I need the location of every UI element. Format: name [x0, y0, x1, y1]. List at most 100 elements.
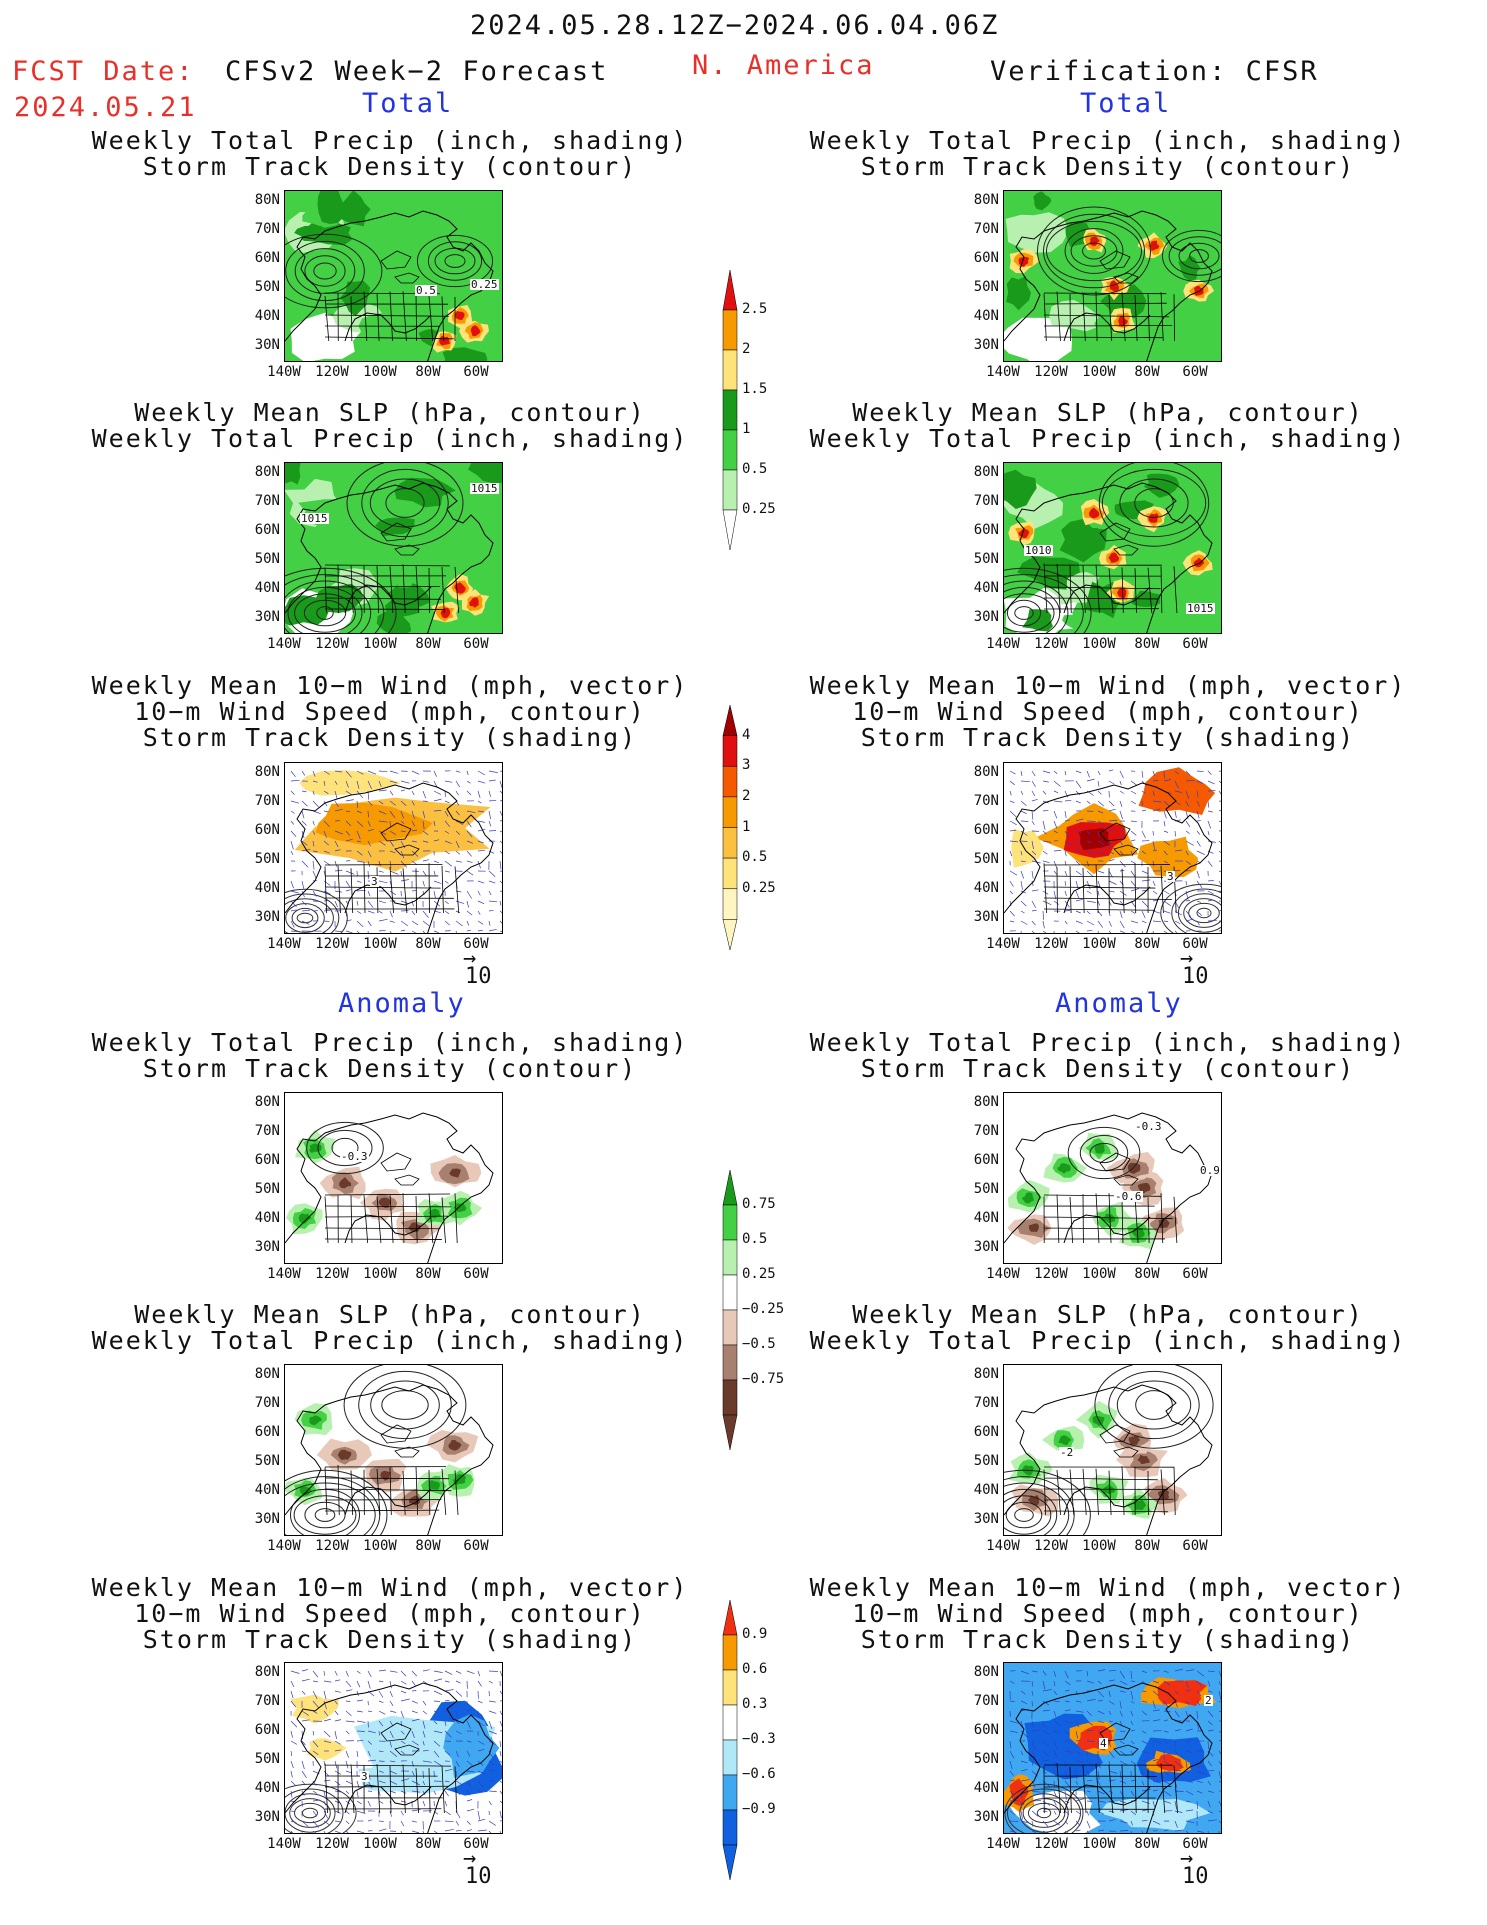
- lat-tick-label: 40N: [973, 1210, 999, 1226]
- storm-density: [315, 802, 434, 846]
- wind-vector: [389, 1810, 392, 1817]
- wind-vector: [1064, 1730, 1070, 1735]
- colorbar-segment: [722, 349, 738, 391]
- wind-vector: [1119, 840, 1123, 846]
- wind-vector: [1185, 1700, 1190, 1706]
- wind-vector: [389, 800, 397, 806]
- wind-vector: [422, 859, 429, 862]
- wind-vector: [1119, 790, 1124, 794]
- wind-vector: [477, 780, 486, 784]
- wind-vector: [378, 1690, 384, 1698]
- wind-vector: [1108, 1690, 1111, 1698]
- wind-vector: [444, 1689, 454, 1692]
- wind-vector: [334, 790, 338, 799]
- lat-tick-label: 60N: [254, 250, 280, 266]
- wind-vector: [1141, 930, 1144, 933]
- lon-tick-label: 60W: [1182, 1266, 1208, 1282]
- lon-tick-label: 120W: [315, 1836, 349, 1852]
- wind-vector: [301, 770, 306, 776]
- title-line: Storm Track Density (shading): [860, 723, 1356, 752]
- lat-tick-label: 40N: [254, 580, 280, 596]
- wind-vector: [1064, 830, 1069, 837]
- wind-vector: [488, 1730, 497, 1735]
- wind-vector: [301, 790, 307, 793]
- colorbar-segment: [722, 469, 738, 511]
- lon-tick-label: 100W: [363, 636, 397, 652]
- lat-tick-label: 60N: [973, 822, 999, 838]
- wind-vector: [444, 1810, 451, 1816]
- wind-vector: [1174, 1769, 1182, 1772]
- wind-vector: [1009, 1730, 1018, 1733]
- wind-vector: [1086, 1830, 1090, 1833]
- wind-vector: [1053, 1730, 1059, 1733]
- wind-vector: [1020, 920, 1028, 925]
- wind-vector: [455, 770, 461, 773]
- wind-vector: [499, 840, 502, 844]
- wind-vector: [1130, 1760, 1137, 1766]
- shading-area: [294, 225, 333, 242]
- wind-vector: [290, 830, 297, 837]
- wind-vector: [422, 1800, 426, 1807]
- colorbar-segment: [722, 919, 738, 951]
- wind-vector: [1218, 1760, 1221, 1765]
- wind-vector: [378, 840, 386, 846]
- colorbar-label: 0.5: [742, 849, 768, 866]
- lon-tick-label: 140W: [267, 936, 301, 952]
- wind-vector: [422, 930, 426, 933]
- wind-vector: [1130, 820, 1138, 823]
- wind-vector: [1009, 1720, 1019, 1724]
- wind-vector: [1141, 1780, 1145, 1786]
- coastline: [285, 1384, 494, 1535]
- shading-area: [344, 253, 388, 284]
- wind-vector: [1064, 770, 1067, 776]
- contour-line: [1005, 1501, 1043, 1529]
- contour-line: [314, 1508, 336, 1522]
- colorbar-segment: [722, 269, 738, 311]
- wind-vector: [323, 1779, 331, 1782]
- wind-vector: [488, 928, 497, 932]
- wind-vector: [1108, 920, 1112, 927]
- wind-vector: [290, 850, 294, 855]
- wind-vector: [1163, 850, 1168, 856]
- wind-vector: [1020, 1670, 1030, 1675]
- wind-vector: [356, 860, 366, 863]
- wind-vector: [1163, 860, 1168, 864]
- wind-vector: [345, 1670, 349, 1677]
- wind-vector: [389, 920, 395, 923]
- wind-vector: [1053, 800, 1063, 803]
- wind-vector: [455, 1750, 459, 1758]
- wind-vector: [466, 820, 472, 828]
- wind-vector: [1218, 1730, 1221, 1734]
- wind-vector: [389, 1700, 394, 1706]
- lat-tick-label: 30N: [254, 337, 280, 353]
- lat-tick-label: 80N: [254, 464, 280, 480]
- wind-vector: [323, 890, 331, 895]
- wind-vector: [433, 1790, 437, 1795]
- storm-anomaly: [307, 1738, 347, 1761]
- contour-line: [306, 1121, 384, 1175]
- wind-vector: [499, 1740, 501, 1748]
- wind-vector: [334, 808, 343, 812]
- wind-vector: [378, 1828, 387, 1832]
- wind-vector: [477, 1700, 483, 1704]
- wind-vector: [1064, 1770, 1069, 1779]
- wind-vector: [323, 800, 328, 807]
- lat-tick-label: 70N: [254, 221, 280, 237]
- wind-vector: [1196, 870, 1200, 879]
- wind-vector: [367, 860, 371, 867]
- wind-vector: [1042, 809, 1049, 812]
- colorbar-label: −0.25: [742, 1301, 785, 1317]
- wind-vector: [334, 830, 344, 835]
- wind-vector: [1097, 930, 1099, 933]
- wind-vector: [433, 1800, 435, 1807]
- wind-vector: [1207, 860, 1213, 867]
- wind-vector: [1152, 1700, 1156, 1709]
- wind-vector: [378, 929, 386, 932]
- wind-vector: [1086, 830, 1091, 835]
- wind-vector: [1097, 1760, 1101, 1769]
- wind-vector: [345, 810, 351, 813]
- wind-vector: [345, 1700, 351, 1702]
- wind-vector: [444, 1670, 453, 1675]
- wind-vector: [345, 870, 355, 875]
- wind-vector: [378, 1720, 384, 1727]
